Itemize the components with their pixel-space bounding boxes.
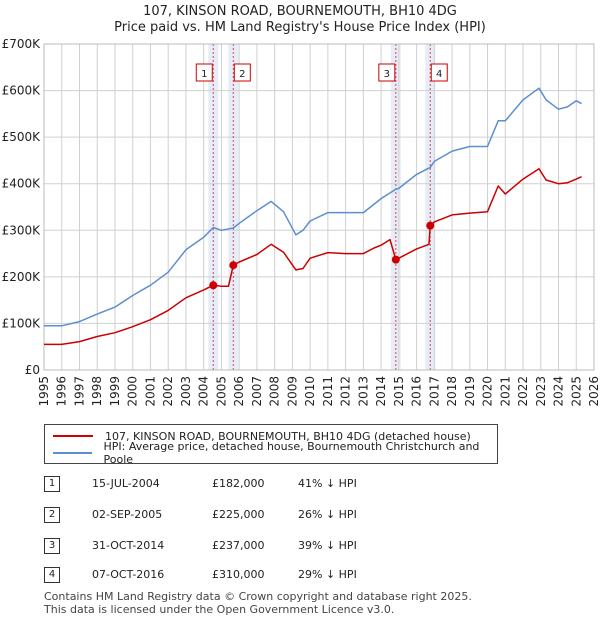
y-tick-label: £0: [25, 363, 40, 377]
x-tick-label: 2010: [303, 376, 317, 407]
y-tick-label: £200K: [2, 270, 42, 284]
legend-label-property: 107, KINSON ROAD, BOURNEMOUTH, BH10 4DG …: [105, 429, 471, 443]
x-tick-label: 2022: [516, 376, 530, 407]
transaction-date: 15-JUL-2004: [92, 477, 160, 490]
legend-swatch-hpi: [53, 452, 92, 454]
transaction-band: [228, 44, 239, 370]
x-tick-label: 1995: [37, 376, 51, 407]
transaction-marker: [426, 221, 435, 230]
chart-title-line2: Price paid vs. HM Land Registry's House …: [114, 20, 486, 35]
x-tick-label: 2013: [356, 376, 370, 407]
y-tick-label: £500K: [2, 130, 42, 144]
transaction-hpi-diff: 41% ↓ HPI: [298, 477, 357, 490]
x-tick-label: 2016: [410, 376, 424, 407]
transaction-label-box: [233, 63, 251, 82]
transaction-label-box: [195, 63, 213, 82]
transaction-band: [425, 44, 436, 370]
legend-label-hpi: HPI: Average price, detached house, Bour…: [103, 440, 480, 466]
x-tick-label: 2001: [143, 376, 157, 407]
x-tick-label: 2021: [498, 376, 512, 407]
transaction-marker: [229, 261, 238, 270]
transaction-hpi-diff: 29% ↓ HPI: [298, 568, 357, 581]
plot-frame: [43, 43, 595, 371]
x-tick-label: 2026: [587, 376, 600, 407]
transaction-label: 3: [384, 69, 390, 80]
legend-item-hpi: HPI: Average price, detached house, Bour…: [53, 440, 497, 466]
x-tick-label: 2015: [392, 376, 406, 407]
x-tick-label: 1996: [55, 376, 69, 407]
footer-licence: This data is licensed under the Open Gov…: [44, 603, 395, 616]
x-tick-label: 2020: [481, 376, 495, 407]
footer-copyright: Contains HM Land Registry data © Crown c…: [44, 590, 472, 603]
x-tick-label: 2024: [552, 376, 566, 407]
x-tick-label: 2019: [463, 376, 477, 407]
transaction-row: 4 07-OCT-2016 £310,000 29% ↓ HPI: [44, 567, 464, 583]
x-tick-label: 2008: [268, 376, 282, 407]
property-price-line: [44, 168, 582, 346]
y-tick-label: £300K: [2, 223, 42, 237]
transaction-number: 1: [44, 476, 60, 492]
transaction-date: 31-OCT-2014: [92, 539, 165, 552]
x-tick-label: 2012: [339, 376, 353, 407]
legend: 107, KINSON ROAD, BOURNEMOUTH, BH10 4DG …: [44, 424, 498, 466]
y-tick-label: £100K: [2, 316, 42, 330]
transaction-price: £310,000: [212, 568, 265, 581]
y-tick-label: £700K: [2, 37, 42, 51]
plot-area: [44, 44, 594, 370]
x-tick-label: 2002: [161, 376, 175, 407]
transaction-number: 3: [44, 538, 60, 554]
transaction-price: £182,000: [212, 477, 265, 490]
transaction-hpi-diff: 26% ↓ HPI: [298, 508, 357, 521]
chart-title-line1: 107, KINSON ROAD, BOURNEMOUTH, BH10 4DG: [143, 4, 457, 19]
x-tick-label: 2007: [250, 376, 264, 407]
transaction-label: 2: [239, 69, 245, 80]
transaction-row: 2 02-SEP-2005 £225,000 26% ↓ HPI: [44, 507, 464, 523]
price-chart: 1 2 3 4 £0 £100K £200K £300K £400K £500K £600K £700…: [2, 37, 600, 407]
x-tick-label: 1999: [108, 376, 122, 407]
transaction-band: [208, 44, 219, 370]
x-tick-label: 2006: [232, 376, 246, 407]
x-tick-label: 2017: [427, 376, 441, 407]
transaction-band: [390, 44, 401, 370]
y-tick-label: £600K: [2, 84, 42, 98]
transaction-label: 4: [436, 69, 442, 80]
transaction-number: 2: [44, 507, 60, 523]
x-tick-label: 2005: [214, 376, 228, 407]
transaction-date: 02-SEP-2005: [92, 508, 163, 521]
transaction-hpi-diff: 39% ↓ HPI: [298, 539, 357, 552]
x-tick-label: 2023: [534, 376, 548, 407]
transaction-marker: [209, 281, 218, 290]
transaction-number: 4: [44, 567, 60, 583]
legend-swatch-property: [53, 435, 93, 437]
x-tick-label: 2009: [285, 376, 299, 407]
transaction-label-box: [378, 63, 396, 82]
x-tick-label: 2011: [321, 376, 335, 407]
x-tick-label: 2025: [569, 376, 583, 407]
transaction-marker: [391, 255, 400, 264]
transaction-date: 07-OCT-2016: [92, 568, 165, 581]
y-tick-label: £400K: [2, 177, 42, 191]
x-tick-label: 2003: [179, 376, 193, 407]
legend-item-property: 107, KINSON ROAD, BOURNEMOUTH, BH10 4DG …: [53, 429, 471, 443]
transaction-label: 1: [201, 69, 207, 80]
transaction-price: £225,000: [212, 508, 265, 521]
x-tick-label: 2014: [374, 376, 388, 407]
x-tick-label: 1998: [90, 376, 104, 407]
transaction-label-box: [430, 63, 448, 82]
hpi-line: [44, 87, 582, 327]
x-tick-label: 2004: [197, 376, 211, 407]
transaction-row: 1 15-JUL-2004 £182,000 41% ↓ HPI: [44, 476, 464, 492]
x-tick-label: 2018: [445, 376, 459, 407]
x-tick-label: 2000: [126, 376, 140, 407]
transaction-price: £237,000: [212, 539, 265, 552]
transaction-row: 3 31-OCT-2014 £237,000 39% ↓ HPI: [44, 538, 464, 554]
x-tick-label: 1997: [72, 376, 86, 407]
